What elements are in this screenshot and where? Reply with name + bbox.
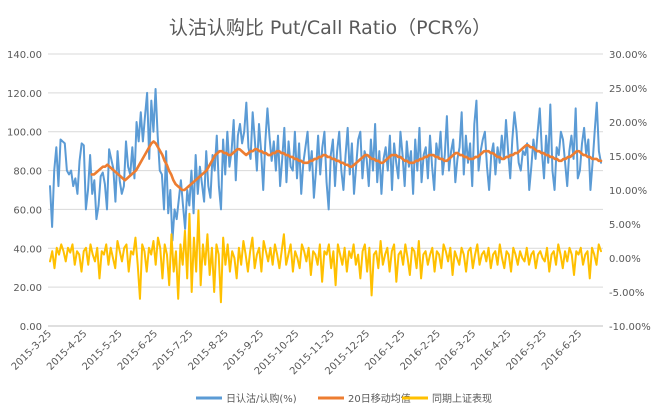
right-tick-label: 0.00% — [609, 254, 641, 265]
right-tick-label: -10.00% — [609, 322, 651, 333]
right-tick-label: 20.00% — [609, 118, 647, 129]
series-line-3 — [49, 209, 602, 304]
right-tick-label: 5.00% — [609, 220, 641, 231]
legend-label: 日认沽/认购(%) — [226, 392, 297, 405]
series-lines — [49, 87, 603, 304]
legend-item-1: 日认沽/认购(%) — [196, 392, 297, 405]
series-line-2 — [90, 140, 603, 192]
left-tick-label: 140.00 — [7, 50, 42, 61]
left-tick-label: 20.00 — [13, 283, 42, 294]
right-tick-label: 10.00% — [609, 186, 647, 197]
right-tick-label: 15.00% — [609, 152, 647, 163]
grid-lines — [48, 53, 603, 327]
x-axis: 2015-3-252015-4-252015-5-252015-6-252015… — [10, 325, 603, 377]
right-y-axis: -10.00% -5.00% 0.00% 5.00% 10.00% 15.00% 20.00… — [609, 50, 651, 333]
left-tick-label: 0.00 — [20, 322, 42, 333]
left-tick-label: 40.00 — [13, 244, 42, 255]
left-tick-label: 120.00 — [7, 89, 42, 100]
right-tick-label: 30.00% — [609, 50, 647, 61]
legend-item-2: 20日移动均值 — [318, 392, 411, 405]
legend-item-3: 同期上证表现 — [402, 392, 492, 405]
right-tick-label: 25.00% — [609, 84, 647, 95]
left-tick-label: 100.00 — [7, 128, 42, 139]
legend: 日认沽/认购(%) 20日移动均值 同期上证表现 — [196, 392, 492, 405]
chart-title: 认沽认购比 Put/Call Ratio（PCR%） — [169, 17, 491, 39]
left-tick-label: 60.00 — [13, 205, 42, 216]
right-tick-label: -5.00% — [609, 288, 644, 299]
legend-label: 同期上证表现 — [432, 392, 492, 405]
left-tick-label: 80.00 — [13, 167, 42, 178]
left-y-axis: 0.00 20.00 40.00 60.00 80.00 100.00 120.00 140.… — [7, 50, 42, 333]
legend-label: 20日移动均值 — [348, 392, 411, 405]
series-line-1 — [49, 87, 602, 242]
